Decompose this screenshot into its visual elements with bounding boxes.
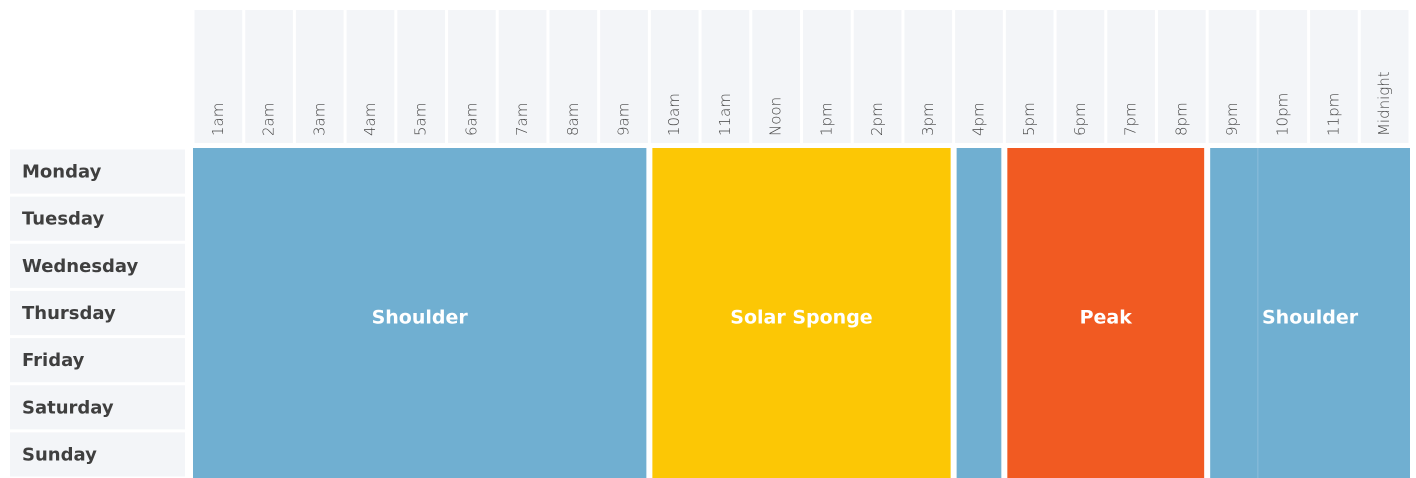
day-label: Thursday bbox=[22, 303, 116, 324]
tariff-band bbox=[652, 148, 951, 478]
hour-cell bbox=[1005, 10, 1054, 143]
hour-cell bbox=[194, 10, 243, 143]
hour-cell bbox=[1310, 10, 1358, 143]
band-label: Solar Sponge bbox=[730, 307, 872, 329]
day-cell bbox=[10, 243, 185, 288]
hour-cell bbox=[1360, 10, 1409, 143]
hour-cell bbox=[245, 10, 293, 143]
hour-label: 9pm bbox=[1223, 102, 1241, 136]
hour-label: 9am bbox=[615, 103, 633, 136]
hour-label: 8pm bbox=[1172, 102, 1190, 136]
hour-label: 7am bbox=[513, 103, 531, 136]
hour-label: 1pm bbox=[817, 102, 835, 136]
tariff-band bbox=[193, 148, 647, 478]
hour-cell bbox=[904, 10, 953, 143]
hour-label: 5am bbox=[412, 103, 430, 136]
hour-cell bbox=[1208, 10, 1257, 143]
day-label: Wednesday bbox=[22, 256, 139, 277]
day-label: Saturday bbox=[22, 397, 114, 418]
tariff-band bbox=[1007, 148, 1205, 478]
band-label: Shoulder bbox=[372, 307, 469, 329]
hour-cell bbox=[1056, 10, 1105, 143]
hour-label: 6pm bbox=[1071, 102, 1089, 136]
band-label: Shoulder bbox=[1262, 307, 1359, 329]
hour-label: 2am bbox=[260, 103, 278, 136]
hour-label: 7pm bbox=[1122, 102, 1140, 136]
hour-cell bbox=[346, 10, 395, 143]
hour-cell bbox=[955, 10, 1003, 143]
day-label: Friday bbox=[22, 350, 85, 371]
day-cell bbox=[10, 290, 185, 336]
day-label: Tuesday bbox=[22, 209, 105, 230]
hour-label: 5pm bbox=[1020, 102, 1038, 136]
hour-label: 10pm bbox=[1274, 93, 1292, 136]
hour-cell bbox=[1157, 10, 1206, 143]
hour-label: 11am bbox=[716, 93, 734, 136]
hour-cell bbox=[600, 10, 648, 143]
hour-label: 8am bbox=[564, 103, 582, 136]
hour-label: 3pm bbox=[919, 102, 937, 136]
day-cell bbox=[10, 149, 185, 194]
day-cell bbox=[10, 196, 185, 241]
hour-cell bbox=[1107, 10, 1155, 143]
hour-cell bbox=[701, 10, 750, 143]
hour-cell bbox=[650, 10, 699, 143]
hour-label: 3am bbox=[310, 103, 328, 136]
hour-label: 6am bbox=[462, 103, 480, 136]
hour-cell bbox=[397, 10, 446, 143]
hour-cell bbox=[803, 10, 851, 143]
day-cell bbox=[10, 432, 185, 477]
hour-label: 11pm bbox=[1324, 93, 1342, 136]
hour-label: 10am bbox=[665, 93, 683, 136]
hour-cell bbox=[448, 10, 496, 143]
hour-cell bbox=[1259, 10, 1308, 143]
hour-cell bbox=[752, 10, 800, 143]
hour-cell bbox=[498, 10, 547, 143]
day-cell bbox=[10, 385, 185, 430]
hour-label: 4pm bbox=[969, 102, 987, 136]
hour-cell bbox=[853, 10, 902, 143]
day-label: Monday bbox=[22, 162, 102, 183]
hour-label: 1am bbox=[209, 103, 227, 136]
day-label: Sunday bbox=[22, 444, 97, 465]
hour-label: Midnight bbox=[1375, 71, 1393, 136]
band-label: Peak bbox=[1080, 307, 1133, 329]
hour-cell bbox=[549, 10, 598, 143]
hour-label: 2pm bbox=[868, 102, 886, 136]
tariff-band bbox=[956, 148, 1002, 478]
hour-label: 4am bbox=[361, 103, 379, 136]
hour-label: Noon bbox=[767, 97, 785, 136]
day-cell bbox=[10, 338, 185, 383]
hour-cell bbox=[295, 10, 344, 143]
tariff-band bbox=[1210, 148, 1410, 478]
